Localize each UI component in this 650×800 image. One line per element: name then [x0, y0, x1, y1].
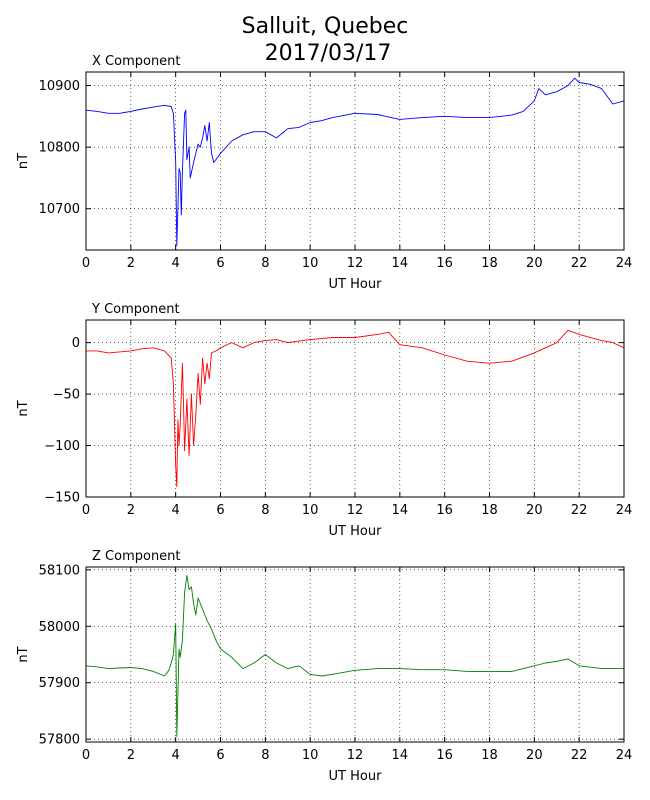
y-series-line	[86, 329, 625, 488]
z-y-tick-label: 57900	[39, 676, 80, 691]
y-y-tick-label: −100	[44, 439, 80, 454]
y-x-tick-label: 0	[82, 503, 90, 518]
y-y-tick-label: −150	[44, 491, 80, 506]
y-x-tick-label: 14	[392, 503, 409, 518]
y-x-tick-label: 22	[571, 503, 588, 518]
x-x-tick-label: 10	[302, 256, 319, 271]
x-x-tick-label: 6	[216, 256, 224, 271]
x-x-tick-label: 4	[172, 256, 180, 271]
z-x-tick-label: 14	[392, 748, 409, 763]
z-y-axis-label: nT	[16, 646, 31, 662]
z-x-tick-label: 6	[216, 748, 224, 763]
y-x-tick-label: 20	[526, 503, 543, 518]
z-x-tick-label: 16	[436, 748, 453, 763]
y-x-tick-label: 6	[216, 503, 224, 518]
z-x-tick-label: 8	[261, 748, 269, 763]
y-x-tick-label: 2	[127, 503, 135, 518]
y-x-tick-label: 10	[302, 503, 319, 518]
x-series-line	[85, 77, 625, 247]
x-y-tick-label: 10900	[39, 79, 80, 94]
y-x-tick-label: 12	[347, 503, 364, 518]
z-x-tick-label: 2	[127, 748, 135, 763]
x-x-tick-label: 16	[436, 256, 453, 271]
z-panel-title: Z Component	[92, 549, 181, 564]
z-x-tick-label: 22	[571, 748, 588, 763]
figure-title-line-2: 2017/03/17	[265, 41, 392, 66]
x-x-tick-label: 18	[481, 256, 498, 271]
y-x-tick-label: 8	[261, 503, 269, 518]
x-x-tick-label: 0	[82, 256, 90, 271]
x-x-tick-label: 12	[347, 256, 364, 271]
x-x-tick-label: 24	[616, 256, 633, 271]
y-x-axis-label: UT Hour	[329, 524, 383, 539]
z-x-axis-label: UT Hour	[329, 769, 383, 784]
z-y-tick-label: 57800	[39, 733, 80, 748]
y-x-tick-label: 24	[616, 503, 633, 518]
x-x-tick-label: 2	[127, 256, 135, 271]
y-x-tick-label: 18	[481, 503, 498, 518]
x-x-tick-label: 14	[392, 256, 409, 271]
z-x-tick-label: 4	[172, 748, 180, 763]
z-x-tick-label: 10	[302, 748, 319, 763]
x-x-tick-label: 20	[526, 256, 543, 271]
x-y-axis-label: nT	[16, 153, 31, 169]
z-x-tick-label: 20	[526, 748, 543, 763]
x-x-tick-label: 8	[261, 256, 269, 271]
x-x-axis-label: UT Hour	[329, 277, 383, 292]
z-y-tick-label: 58100	[39, 563, 80, 578]
figure-title-line-1: Salluit, Quebec	[242, 14, 409, 39]
z-series-line	[85, 575, 624, 737]
y-y-tick-label: −50	[53, 388, 80, 403]
z-x-tick-label: 24	[616, 748, 633, 763]
y-y-tick-label: 0	[72, 336, 80, 351]
z-y-tick-label: 58000	[39, 620, 80, 635]
z-x-tick-label: 12	[347, 748, 364, 763]
y-y-axis-label: nT	[16, 400, 31, 416]
z-x-tick-label: 18	[481, 748, 498, 763]
y-panel-title: Y Component	[91, 302, 180, 317]
z-x-tick-label: 0	[82, 748, 90, 763]
y-x-tick-label: 16	[436, 503, 453, 518]
x-y-tick-label: 10700	[39, 202, 80, 217]
y-x-tick-label: 4	[172, 503, 180, 518]
x-panel-title: X Component	[92, 54, 181, 69]
x-y-tick-label: 10800	[39, 141, 80, 156]
x-x-tick-label: 22	[571, 256, 588, 271]
